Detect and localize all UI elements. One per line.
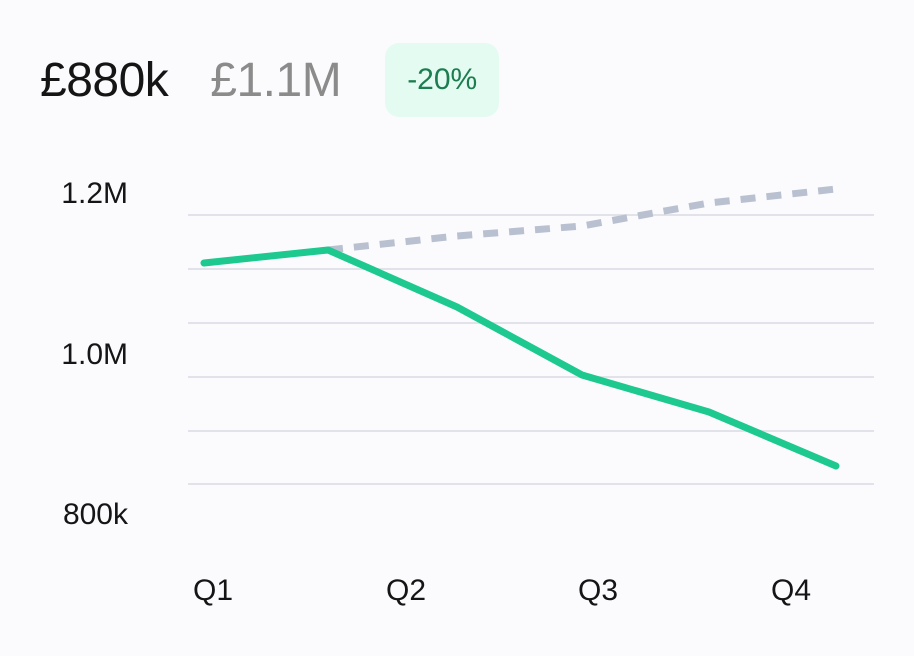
actual-series-line [200,246,840,470]
y-tick-label: 1.0M [61,338,128,371]
x-tick-label: Q4 [771,574,811,607]
x-tick-label: Q1 [193,574,233,607]
target-series-line [327,185,837,254]
grid-lines [188,214,874,485]
summary-header: £880k £1.1M -20% [40,42,500,118]
x-tick-label: Q2 [386,574,426,607]
x-axis-ticks: Q1 Q2 Q3 Q4 [193,574,811,607]
series-group [200,185,840,470]
y-axis-ticks: 1.2M 1.0M 800k [61,177,129,531]
change-badge: -20% [385,43,500,117]
y-tick-label: 1.2M [61,177,128,210]
comparison-value: £1.1M [210,53,342,107]
y-tick-label: 800k [63,498,129,531]
x-tick-label: Q3 [578,574,618,607]
current-value: £880k [40,53,169,107]
